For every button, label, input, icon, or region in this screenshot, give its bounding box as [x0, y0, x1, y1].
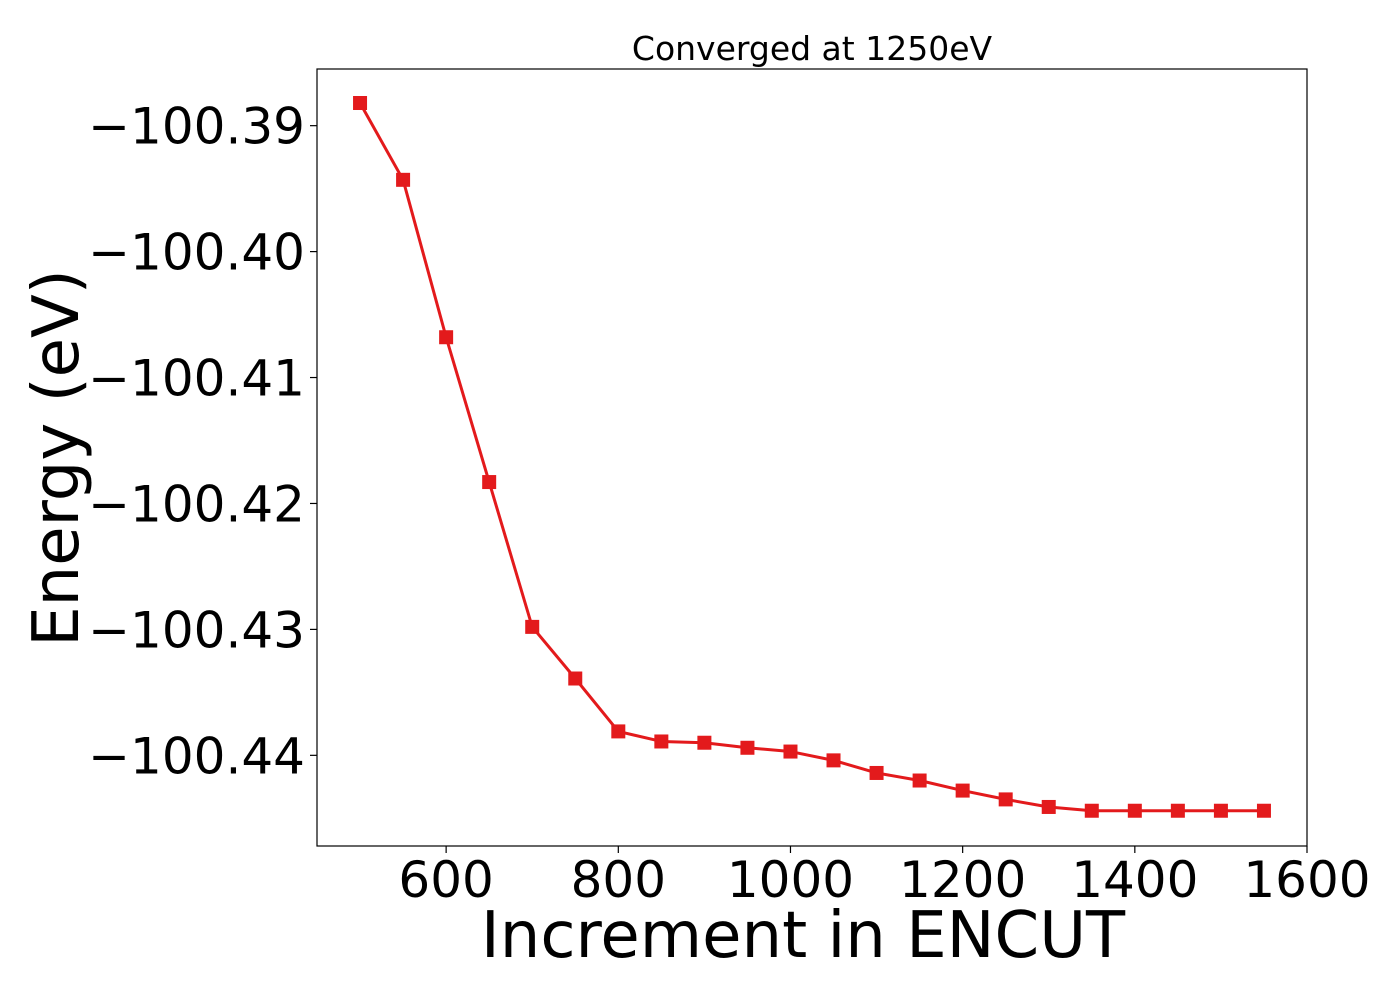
data-point-marker	[1256, 803, 1271, 818]
y-axis-label: Energy (eV)	[20, 269, 94, 647]
x-axis-label: Increment in ENCUT	[481, 899, 1126, 973]
data-point-marker	[1127, 803, 1142, 818]
x-tick-label: 1600	[1243, 851, 1370, 909]
data-point-marker	[568, 671, 583, 686]
chart-title: Converged at 1250eV	[632, 29, 993, 68]
data-point-marker	[740, 740, 755, 755]
x-tick-label: 1200	[899, 851, 1026, 909]
data-point-marker	[1213, 803, 1228, 818]
x-tick-label: 600	[398, 851, 493, 909]
x-tick-label: 1400	[1071, 851, 1198, 909]
y-tick-label: −100.39	[88, 98, 305, 156]
y-tick-label: −100.41	[88, 350, 305, 408]
y-tick-label: −100.40	[88, 224, 305, 282]
x-tick-label: 1000	[727, 851, 854, 909]
data-point-marker	[611, 724, 626, 739]
data-point-marker	[482, 475, 497, 490]
data-point-marker	[1041, 799, 1056, 814]
data-point-marker	[439, 330, 454, 345]
data-point-marker	[525, 619, 540, 634]
x-tick-label: 800	[571, 851, 666, 909]
y-tick-label: −100.42	[88, 475, 305, 533]
series-line	[358, 102, 1264, 813]
data-point-marker	[912, 773, 927, 788]
y-tick-label: −100.44	[88, 727, 305, 785]
data-point-marker	[826, 753, 841, 768]
plot-area-frame	[316, 68, 1308, 847]
data-point-marker	[396, 172, 411, 187]
data-point-marker	[955, 783, 970, 798]
data-point-marker	[353, 96, 368, 111]
data-point-marker	[869, 765, 884, 780]
data-point-marker	[697, 735, 712, 750]
data-point-marker	[783, 744, 798, 759]
data-point-marker	[654, 734, 669, 749]
data-point-marker	[1084, 803, 1099, 818]
data-point-marker	[998, 792, 1013, 807]
y-tick-label: −100.43	[88, 601, 305, 659]
data-point-marker	[1170, 803, 1185, 818]
